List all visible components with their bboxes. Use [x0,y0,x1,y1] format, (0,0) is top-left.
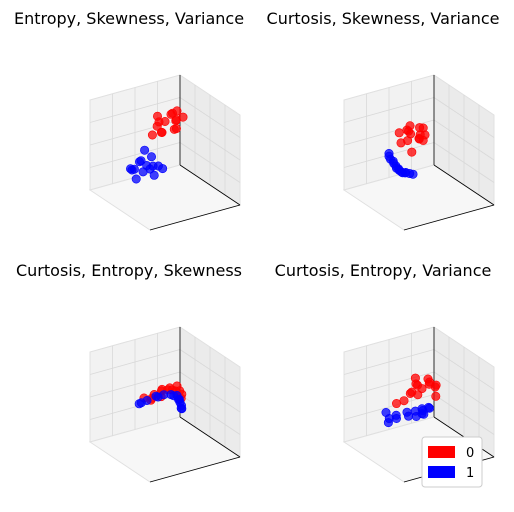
subplot-curtosis-entropy-skewness: Curtosis, Entropy, Skewness [16,261,242,483]
scatter-point [417,384,427,394]
scatter-point [131,174,141,184]
scatter-point [391,399,401,409]
scatter-point [431,380,441,390]
axes-box [88,74,242,231]
data-points [126,106,188,184]
chart-title: Curtosis, Skewness, Variance [267,9,500,28]
chart-title: Curtosis, Entropy, Variance [275,261,492,280]
scatter-point [172,106,182,116]
legend-label-0: 0 [466,446,474,461]
scatter-point [174,394,184,404]
axes-box [342,326,496,483]
scatter-point [399,396,409,406]
legend-label-1: 1 [466,466,474,481]
subplot-curtosis-skewness-variance: Curtosis, Skewness, Variance [267,9,500,231]
scatter-point [136,156,146,166]
scatter-point [169,124,179,134]
scatter-point [405,121,415,131]
chart-title: Curtosis, Entropy, Skewness [16,261,242,280]
axes-box [88,326,242,483]
data-points [381,373,441,428]
legend: 0 1 [421,436,483,488]
scatter-point [178,112,188,122]
chart-title: Entropy, Skewness, Variance [14,9,244,28]
subplot-entropy-skewness-variance: Entropy, Skewness, Variance [14,9,244,231]
scatter-point [138,167,148,177]
scatter-point [419,409,429,419]
scatter-point [407,147,417,157]
scatter-point [408,169,418,179]
scatter-point [153,392,163,402]
scatter-point [403,411,413,421]
scatter-point [136,398,146,408]
legend-swatch-1 [428,466,455,478]
scatter-point [152,121,162,131]
scatter-point [383,418,393,428]
scatter-point [431,391,441,401]
scatter-point [149,170,159,180]
legend-swatch-0 [428,446,455,458]
scatter-point [396,138,406,148]
scatter-point [156,127,166,137]
scatter-point [140,145,150,155]
scatter-point [158,164,168,174]
scatter-point [391,413,401,423]
scatter-point [415,123,425,133]
axes-box [342,74,496,231]
scatter-point [418,135,428,145]
scatter-point [147,152,157,162]
subplot-curtosis-entropy-variance: Curtosis, Entropy, Variance [275,261,496,483]
scatter-point [147,130,157,140]
data-points [384,121,430,179]
scatter-point [413,390,423,400]
data-points [134,381,187,414]
scatter-point [177,404,187,414]
scatter-point [410,373,420,383]
scatter-point [394,128,404,138]
scatter-point [148,161,158,171]
scatter-point [129,164,139,174]
